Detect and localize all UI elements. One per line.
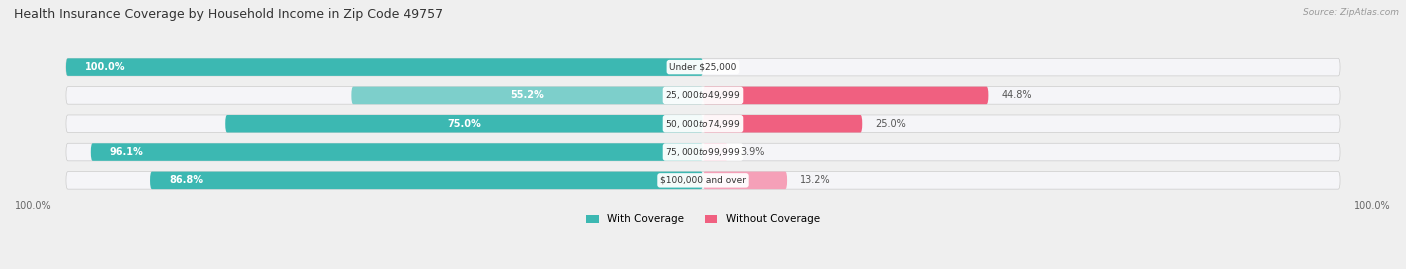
- Text: 96.1%: 96.1%: [110, 147, 143, 157]
- FancyBboxPatch shape: [66, 87, 1340, 104]
- FancyBboxPatch shape: [703, 87, 988, 104]
- Text: 75.0%: 75.0%: [447, 119, 481, 129]
- Text: 13.2%: 13.2%: [800, 175, 831, 185]
- Text: 55.2%: 55.2%: [510, 90, 544, 100]
- FancyBboxPatch shape: [225, 115, 703, 133]
- FancyBboxPatch shape: [66, 143, 1340, 161]
- Text: 3.9%: 3.9%: [741, 147, 765, 157]
- FancyBboxPatch shape: [703, 143, 728, 161]
- Text: $25,000 to $49,999: $25,000 to $49,999: [665, 89, 741, 101]
- FancyBboxPatch shape: [703, 172, 787, 189]
- FancyBboxPatch shape: [352, 87, 703, 104]
- Text: $75,000 to $99,999: $75,000 to $99,999: [665, 146, 741, 158]
- FancyBboxPatch shape: [66, 115, 1340, 133]
- Text: 100.0%: 100.0%: [15, 201, 52, 211]
- Text: Source: ZipAtlas.com: Source: ZipAtlas.com: [1303, 8, 1399, 17]
- FancyBboxPatch shape: [91, 143, 703, 161]
- Text: $50,000 to $74,999: $50,000 to $74,999: [665, 118, 741, 130]
- Text: Health Insurance Coverage by Household Income in Zip Code 49757: Health Insurance Coverage by Household I…: [14, 8, 443, 21]
- Text: 100.0%: 100.0%: [1354, 201, 1391, 211]
- FancyBboxPatch shape: [66, 172, 1340, 189]
- Text: Under $25,000: Under $25,000: [669, 63, 737, 72]
- FancyBboxPatch shape: [66, 58, 703, 76]
- FancyBboxPatch shape: [66, 58, 1340, 76]
- Text: 100.0%: 100.0%: [86, 62, 125, 72]
- Text: 86.8%: 86.8%: [169, 175, 202, 185]
- Text: $100,000 and over: $100,000 and over: [659, 176, 747, 185]
- Text: 25.0%: 25.0%: [875, 119, 905, 129]
- FancyBboxPatch shape: [703, 115, 862, 133]
- Text: 44.8%: 44.8%: [1001, 90, 1032, 100]
- Legend: With Coverage, Without Coverage: With Coverage, Without Coverage: [582, 210, 824, 229]
- FancyBboxPatch shape: [150, 172, 703, 189]
